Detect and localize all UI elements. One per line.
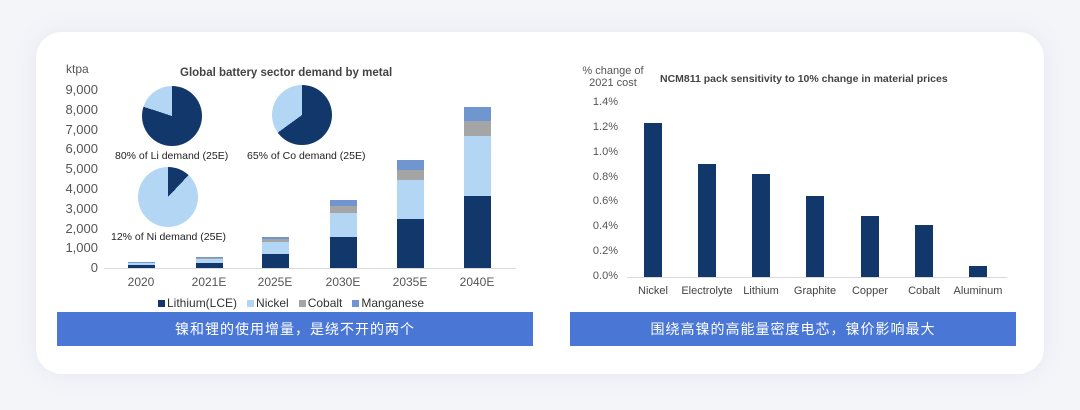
x-tick-label: Copper (851, 285, 889, 297)
x-tick-label: 2025E (257, 275, 293, 289)
right-caption-banner: 围绕高镍的高能量密度电芯，镍价影响最大 (570, 312, 1016, 346)
x-tick-label: Cobalt (908, 285, 940, 297)
bar-segment-lithiumlce (196, 263, 223, 268)
bar-segment-lithiumlce (397, 219, 424, 268)
chart-title: Global battery sector demand by metal (180, 67, 393, 79)
bar-segment-manganese (196, 257, 223, 259)
y-tick-label: 2,000 (65, 220, 98, 236)
bar-copper (861, 216, 879, 277)
bar-segment-cobalt (397, 169, 424, 180)
legend-item-cobalt: Cobalt (298, 296, 342, 310)
bar-segment-manganese (464, 106, 491, 122)
y-tick-label: 1,000 (65, 240, 98, 256)
y-tick-label: 0.2% (592, 245, 618, 258)
pie-caption: 65% of Co demand (25E) (247, 150, 366, 162)
bar-lithium (752, 173, 770, 277)
y-tick-label: 3,000 (65, 200, 98, 216)
y-tick-label: 8,000 (65, 101, 98, 117)
y-tick-label: 6,000 (65, 141, 98, 157)
legend: Lithium(LCE) Nickel Cobalt Manganese (158, 296, 424, 310)
y-axis-unit-label: % change of 2021 cost (582, 65, 644, 89)
bar-nickel (644, 122, 662, 277)
x-tick-label: 2035E (392, 275, 428, 289)
bar-segment-manganese (397, 160, 424, 170)
legend-item-manganese: Manganese (352, 296, 424, 310)
legend-item-nickel: Nickel (247, 296, 289, 310)
pie-caption: 12% of Ni demand (25E) (111, 231, 226, 243)
bar-segment-cobalt (262, 239, 289, 243)
y-tick-label: 0.4% (592, 220, 618, 233)
bar-segment-nickel (330, 212, 357, 238)
y-tick-label: 0 (90, 260, 98, 276)
bar-segment-nickel (128, 263, 155, 266)
pie-chart-0 (142, 86, 202, 146)
x-tick-label: Aluminum (953, 285, 1003, 297)
left-caption-banner: 镍和锂的使用增量，是绕不开的两个 (57, 312, 533, 346)
x-tick-label: 2020 (127, 275, 155, 289)
chart-title: NCM811 pack sensitivity to 10% change in… (660, 73, 948, 85)
bar-segment-cobalt (330, 205, 357, 213)
bar-segment-cobalt (464, 121, 491, 137)
y-tick-label: 4,000 (65, 181, 98, 196)
x-tick-label: 2040E (459, 275, 495, 289)
y-tick-label: 0.0% (592, 270, 618, 283)
pie-chart-2 (138, 167, 198, 227)
y-axis-unit-label: ktpa (66, 62, 89, 76)
bar-segment-nickel (196, 259, 223, 264)
bar-segment-cobalt (196, 258, 223, 260)
bar-aluminum (969, 265, 987, 277)
bar-segment-nickel (262, 242, 289, 255)
bar-segment-lithiumlce (330, 237, 357, 268)
x-tick-label: Lithium (743, 285, 779, 297)
y-tick-label: 9,000 (65, 82, 98, 97)
bar-cobalt (915, 224, 933, 277)
pie-chart-1 (272, 85, 332, 145)
x-axis-line (104, 268, 516, 269)
y-tick-label: 7,000 (65, 121, 98, 137)
x-tick-label: Electrolyte (681, 285, 733, 297)
bar-segment-lithiumlce (128, 265, 155, 268)
bar-segment-lithiumlce (262, 254, 289, 268)
y-tick-label: 0.8% (592, 170, 618, 183)
y-tick-label: 1.0% (592, 145, 618, 158)
y-tick-label: 1.2% (592, 120, 618, 133)
bar-segment-cobalt (128, 262, 155, 264)
bar-segment-manganese (262, 237, 289, 240)
bar-graphite (806, 196, 824, 277)
y-tick-label: 1.4% (592, 96, 618, 108)
bar-segment-nickel (397, 179, 424, 220)
x-tick-label: Graphite (793, 285, 837, 297)
bar-segment-nickel (464, 136, 491, 196)
x-tick-label: 2030E (325, 275, 361, 289)
bar-segment-lithiumlce (464, 195, 491, 268)
bar-electrolyte (698, 163, 716, 277)
legend-item-lithium: Lithium(LCE) (158, 296, 237, 310)
y-tick-label: 0.6% (592, 195, 618, 208)
x-axis-line (627, 277, 1007, 278)
bar-segment-manganese (330, 199, 357, 206)
pie-caption: 80% of Li demand (25E) (115, 150, 229, 162)
x-tick-label: 2021E (191, 275, 227, 289)
y-tick-label: 5,000 (65, 161, 98, 177)
x-tick-label: Nickel (638, 285, 668, 297)
